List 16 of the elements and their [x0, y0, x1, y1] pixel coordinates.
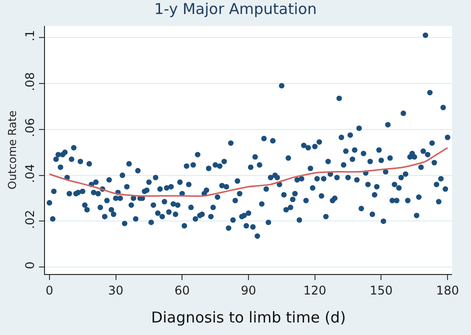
x-tick-label: 30	[108, 283, 124, 298]
x-tick-label: 90	[240, 283, 256, 298]
x-tick-label: 60	[174, 283, 190, 298]
x-tick-label: 0	[46, 283, 54, 298]
y-tick-label: .02	[23, 210, 38, 229]
chart-title: 1-y Major Amputation	[154, 0, 317, 18]
y-tick-label: .06	[23, 118, 38, 138]
y-tick-label: .08	[23, 72, 38, 92]
y-axis-title: Outcome Rate	[6, 110, 19, 190]
y-tick-label: 0	[23, 261, 38, 270]
x-axis-title: Diagnosis to limb time (d)	[151, 308, 346, 326]
x-tick-label: 150	[370, 283, 393, 298]
x-tick-label: 120	[303, 283, 326, 298]
y-tick-label: .04	[23, 164, 38, 184]
x-tick-label: 180	[436, 283, 460, 298]
y-tick-label: .1	[23, 30, 38, 42]
